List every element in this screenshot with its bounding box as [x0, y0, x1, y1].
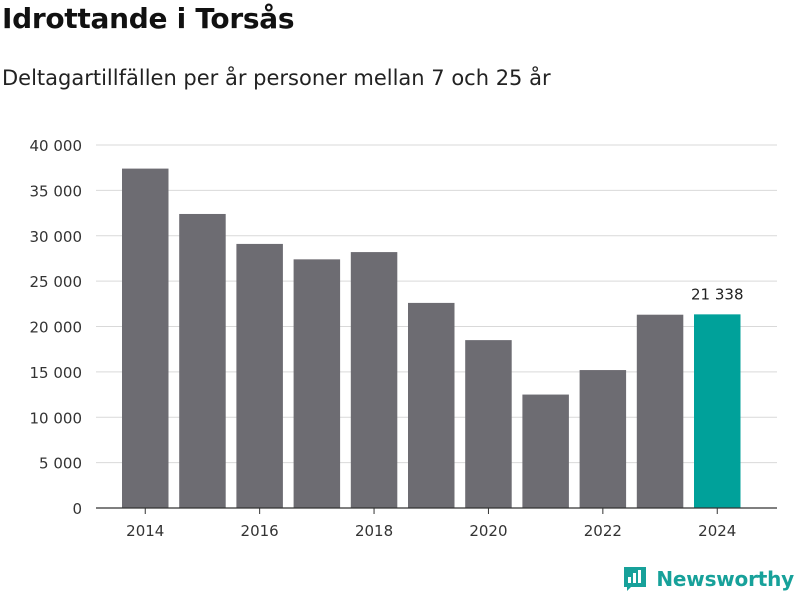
y-tick-label: 5 000 [39, 455, 82, 473]
y-tick-label: 0 [72, 500, 82, 518]
bar-2018 [350, 252, 398, 508]
bar-2021 [522, 394, 569, 508]
y-tick-label: 30 000 [30, 228, 83, 246]
y-tick-label: 35 000 [30, 182, 83, 200]
x-tick-label: 2020 [469, 522, 507, 540]
newsworthy-logo-icon [624, 567, 647, 591]
bar-2022 [579, 370, 627, 508]
bar-2017 [293, 259, 341, 508]
bar-2024 [694, 314, 741, 508]
data-label: 21 338 [691, 285, 744, 303]
y-tick-label: 15 000 [30, 364, 83, 382]
bar-2023 [636, 314, 684, 508]
chart-title: Idrottande i Torsås [2, 2, 295, 35]
x-axis: 2014 2016 2018 2020 2022 2024 [96, 507, 777, 540]
y-tick-label: 25 000 [30, 273, 83, 291]
bar-chart: 0 5 000 10 000 15 000 20 000 25 000 30 000 35 0… [30, 137, 777, 540]
y-tick-label: 10 000 [30, 409, 83, 427]
x-tick-label: 2022 [584, 522, 622, 540]
bar-2020 [465, 340, 512, 508]
y-tick-label: 40 000 [30, 137, 83, 155]
y-tick-label: 20 000 [30, 319, 83, 337]
bar-2014 [122, 168, 169, 508]
brand-logo: Newsworthy [622, 565, 794, 593]
bars [122, 168, 741, 509]
data-labels: 21 338 [691, 285, 744, 303]
y-axis: 0 5 000 10 000 15 000 20 000 25 000 30 000 35 0… [30, 137, 83, 518]
bar-2015 [179, 213, 226, 508]
x-tick-label: 2014 [126, 522, 164, 540]
x-tick-label: 2024 [698, 522, 736, 540]
bar-2019 [408, 302, 455, 508]
bar-2016 [236, 243, 283, 509]
x-tick-label: 2016 [241, 522, 279, 540]
brand-name: Newsworthy [656, 567, 794, 591]
chart-subtitle: Deltagartillfällen per år personer mella… [2, 66, 551, 90]
x-tick-label: 2018 [355, 522, 393, 540]
